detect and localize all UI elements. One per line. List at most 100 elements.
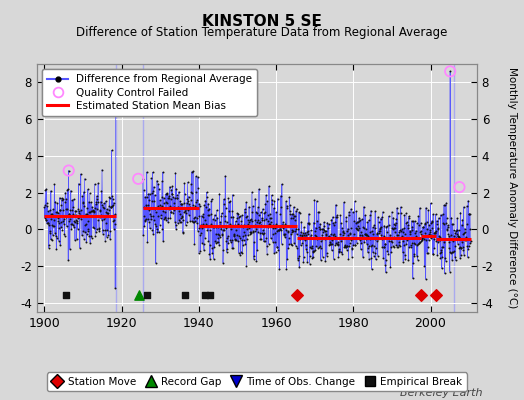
Point <box>94 180 102 187</box>
Point <box>300 237 309 244</box>
Point <box>57 224 66 230</box>
Point <box>70 219 79 225</box>
Point <box>303 259 311 265</box>
Point <box>313 244 322 251</box>
Point <box>357 234 366 240</box>
Point <box>316 257 325 263</box>
Point <box>178 214 186 220</box>
Point <box>70 196 78 202</box>
Point <box>164 219 172 226</box>
Point <box>453 215 462 221</box>
Point <box>379 235 387 241</box>
Point <box>48 236 56 243</box>
Point <box>156 202 165 208</box>
Point <box>56 206 64 213</box>
Point <box>424 207 432 213</box>
Point <box>276 226 284 232</box>
Point <box>376 215 385 222</box>
Point <box>89 208 97 214</box>
Point <box>64 167 73 174</box>
Point <box>371 208 379 214</box>
Point <box>436 250 444 256</box>
Point <box>329 220 337 226</box>
Point <box>414 239 423 246</box>
Point <box>465 226 474 233</box>
Point <box>282 205 291 211</box>
Point <box>313 236 321 242</box>
Point <box>310 219 318 226</box>
Point <box>441 258 450 264</box>
Point <box>277 227 286 233</box>
Point <box>364 232 372 239</box>
Point <box>57 219 65 225</box>
Point <box>43 220 51 227</box>
Point <box>254 204 262 210</box>
Point <box>419 224 427 230</box>
Point <box>301 230 310 236</box>
Point <box>406 229 414 235</box>
Point <box>341 242 349 248</box>
Point <box>108 196 117 203</box>
Point <box>369 231 377 237</box>
Point <box>438 265 446 272</box>
Point <box>270 205 278 211</box>
Point <box>299 259 308 265</box>
Point <box>243 226 252 232</box>
Point <box>297 229 305 235</box>
Point <box>343 246 351 253</box>
Point <box>58 195 66 201</box>
Point <box>449 221 457 227</box>
Point <box>177 201 185 207</box>
Point <box>325 242 333 248</box>
Point <box>108 203 116 209</box>
Point <box>206 211 215 217</box>
Point <box>375 230 383 236</box>
Point <box>354 227 362 234</box>
Point <box>201 292 209 299</box>
Point <box>166 196 174 202</box>
Point <box>336 249 345 255</box>
Point <box>184 198 192 205</box>
Point <box>346 230 355 236</box>
Point <box>390 229 399 235</box>
Point <box>395 228 403 235</box>
Point <box>85 208 94 215</box>
Point <box>107 204 115 210</box>
Point <box>332 202 340 208</box>
Point <box>65 218 73 224</box>
Point <box>275 227 283 233</box>
Point <box>191 202 200 209</box>
Point <box>263 251 271 258</box>
Point <box>213 238 221 245</box>
Point <box>276 192 285 199</box>
Point <box>375 218 383 225</box>
Point <box>242 199 250 206</box>
Point <box>99 227 107 233</box>
Point <box>269 224 277 231</box>
Point <box>50 217 58 224</box>
Point <box>315 225 324 232</box>
Point <box>196 222 205 229</box>
Point <box>284 228 292 235</box>
Point <box>352 226 361 232</box>
Point <box>311 232 319 238</box>
Point <box>265 220 274 227</box>
Point <box>82 221 90 227</box>
Point <box>157 203 166 210</box>
Point <box>76 213 84 219</box>
Point <box>51 230 59 237</box>
Point <box>179 229 187 235</box>
Point <box>188 218 196 224</box>
Point <box>189 168 197 174</box>
Point <box>103 210 111 216</box>
Point <box>272 221 280 228</box>
Point <box>180 180 189 186</box>
Point <box>151 206 160 212</box>
Point <box>400 212 409 218</box>
Point <box>397 234 406 240</box>
Point <box>259 231 267 237</box>
Point <box>172 226 180 232</box>
Point <box>260 230 268 236</box>
Point <box>215 232 223 238</box>
Point <box>304 231 312 237</box>
